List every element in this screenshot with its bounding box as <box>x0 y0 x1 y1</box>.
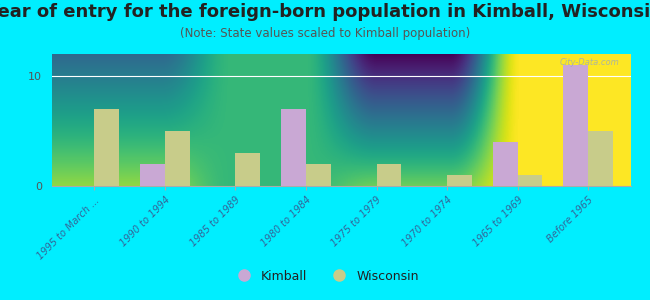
Bar <box>140 164 165 186</box>
Bar <box>447 175 472 186</box>
Text: City-Data.com: City-Data.com <box>559 58 619 67</box>
Bar <box>588 131 613 186</box>
Bar <box>376 164 401 186</box>
Bar <box>165 131 190 186</box>
Bar <box>493 142 517 186</box>
Bar <box>306 164 331 186</box>
Legend: Kimball, Wisconsin: Kimball, Wisconsin <box>226 265 424 288</box>
Bar <box>94 109 119 186</box>
Bar <box>235 153 260 186</box>
Text: Year of entry for the foreign-born population in Kimball, Wisconsin: Year of entry for the foreign-born popul… <box>0 3 650 21</box>
Text: (Note: State values scaled to Kimball population): (Note: State values scaled to Kimball po… <box>180 27 470 40</box>
Bar <box>281 109 306 186</box>
Bar <box>564 65 588 186</box>
Bar <box>517 175 542 186</box>
